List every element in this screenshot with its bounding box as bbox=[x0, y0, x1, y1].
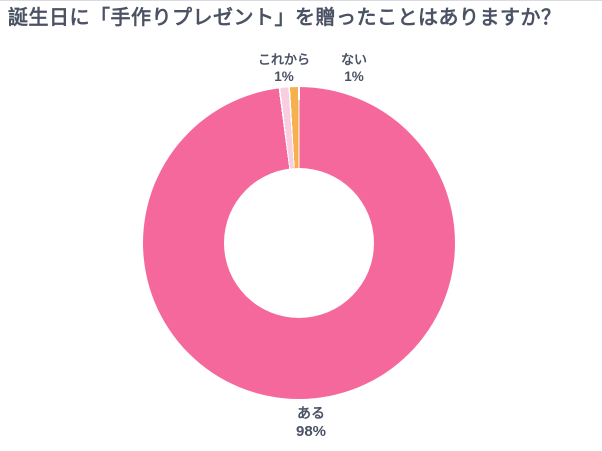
donut-hole bbox=[224, 168, 374, 318]
slice-label-aru-value: 98% bbox=[295, 423, 327, 440]
slice-label-korekara-value: 1% bbox=[274, 69, 294, 84]
chart-title: 誕生日に「手作りプレゼント」を贈ったことはありますか？ bbox=[8, 7, 562, 29]
slice-label-nai-name: ない bbox=[340, 52, 368, 67]
slice-label-korekara: これから 1% bbox=[258, 52, 310, 85]
donut-chart bbox=[143, 87, 455, 399]
slice-label-aru-name: ある bbox=[297, 405, 325, 421]
slice-label-nai: ない 1% bbox=[341, 52, 367, 85]
top-border-line bbox=[0, 0, 602, 1]
slice-label-korekara-name: これから bbox=[257, 52, 311, 67]
slice-label-nai-value: 1% bbox=[344, 69, 364, 84]
slice-label-aru: ある 98% bbox=[296, 404, 326, 441]
